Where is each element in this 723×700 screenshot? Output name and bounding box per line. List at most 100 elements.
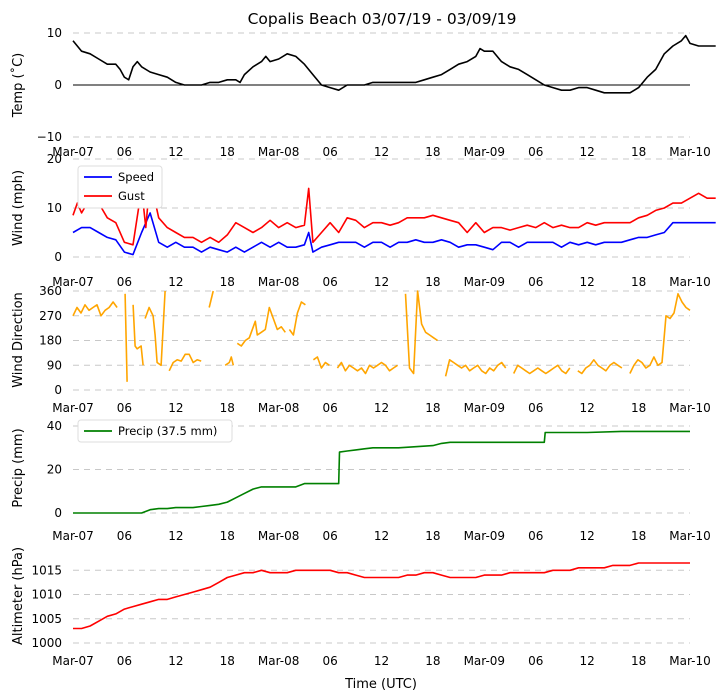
x-tick-label: Mar-09 <box>464 145 505 159</box>
series-direction-line <box>124 293 128 382</box>
x-tick-label: Mar-07 <box>52 654 93 668</box>
x-tick-label: 06 <box>528 145 543 159</box>
x-tick-label: Mar-08 <box>258 654 299 668</box>
x-tick-label: 18 <box>425 145 440 159</box>
x-tick-label: 18 <box>425 275 440 289</box>
x-tick-label: 18 <box>425 401 440 415</box>
y-tick-label: 20 <box>47 152 62 166</box>
x-tick-label: 06 <box>117 654 132 668</box>
x-tick-label: 06 <box>117 529 132 543</box>
x-tick-label: 18 <box>631 275 646 289</box>
x-tick-label: 18 <box>425 654 440 668</box>
series-speed-line <box>72 212 716 256</box>
x-tick-label: Mar-10 <box>669 654 710 668</box>
x-tick-label: Mar-09 <box>464 275 505 289</box>
x-tick-label: 12 <box>374 529 389 543</box>
series-direction-line <box>236 306 286 347</box>
x-tick-label: 06 <box>322 529 337 543</box>
y-tick-label: −10 <box>37 130 62 144</box>
x-tick-label: Mar-10 <box>669 145 710 159</box>
series-precip-line <box>73 430 690 514</box>
x-tick-label: 06 <box>322 401 337 415</box>
x-tick-label: 12 <box>580 275 595 289</box>
series-direction-line <box>577 359 623 375</box>
x-tick-label: 18 <box>220 275 235 289</box>
x-tick-label: 12 <box>374 275 389 289</box>
x-tick-label: 18 <box>220 654 235 668</box>
x-tick-label: 06 <box>117 275 132 289</box>
x-tick-label: 06 <box>117 145 132 159</box>
x-tick-label: Mar-09 <box>464 401 505 415</box>
y-tick-label: 1000 <box>31 636 62 650</box>
precip-legend: Precip (37.5 mm) <box>77 419 233 443</box>
panel-direction: 360 270 180 90 0 Wind Direction Mar-07 06 12 18 Ma… <box>11 284 711 415</box>
x-tick-label: Mar-10 <box>669 529 710 543</box>
legend-speed-label: Speed <box>118 170 154 184</box>
x-tick-label: 18 <box>220 145 235 159</box>
x-tick-label: 12 <box>374 401 389 415</box>
x-tick-label: Mar-08 <box>258 275 299 289</box>
series-direction-line <box>336 361 398 375</box>
x-tick-label: 12 <box>580 529 595 543</box>
panel-wind: 20 10 0 Wind (mph) Mar-07 06 12 18 Mar-08 06 12 18 M… <box>11 152 716 289</box>
x-tick-label: 12 <box>168 529 183 543</box>
y-tick-label: 40 <box>47 419 62 433</box>
series-direction-line <box>132 304 144 366</box>
y-axis-label: Altimeter (hPa) <box>11 547 26 645</box>
series-direction-line <box>629 293 691 374</box>
x-tick-label: Mar-08 <box>258 529 299 543</box>
x-tick-label: 06 <box>322 654 337 668</box>
series-direction-line <box>208 290 214 308</box>
panel-temp: 10 0 −10 Temp (˚C) Mar-07 06 12 18 Mar-08 06 12 18 M… <box>10 26 716 159</box>
series-direction-line <box>312 356 330 369</box>
panel-precip: 40 20 0 Precip (mm) Mar-07 06 12 18 Mar-08 06 12 18… <box>11 419 711 543</box>
x-tick-label: 18 <box>631 145 646 159</box>
chart-title: Copalis Beach 03/07/19 - 03/09/19 <box>248 10 517 28</box>
y-tick-label: 1015 <box>31 563 62 577</box>
y-tick-label: 10 <box>47 201 62 215</box>
x-tick-label: 12 <box>374 145 389 159</box>
x-tick-label: Mar-08 <box>258 145 299 159</box>
x-tick-label: 12 <box>168 401 183 415</box>
series-altimeter-line <box>73 562 690 630</box>
y-tick-label: 0 <box>54 250 62 264</box>
x-tick-label: Mar-08 <box>258 401 299 415</box>
y-axis-label: Wind (mph) <box>11 170 26 246</box>
series-temp-line <box>72 34 716 94</box>
x-axis-label: Time (UTC) <box>344 677 417 692</box>
series-direction-line <box>144 290 166 367</box>
y-tick-label: 360 <box>39 284 62 298</box>
y-tick-label: 10 <box>47 26 62 40</box>
x-tick-label: 18 <box>220 529 235 543</box>
y-tick-label: 1005 <box>31 612 62 626</box>
y-tick-label: 20 <box>47 463 62 477</box>
series-direction-line <box>444 359 507 377</box>
x-tick-label: 06 <box>322 145 337 159</box>
legend-gust-label: Gust <box>118 189 145 203</box>
y-tick-label: 90 <box>47 358 62 372</box>
series-direction-line <box>404 290 439 375</box>
x-tick-label: Mar-10 <box>669 275 710 289</box>
x-tick-label: 18 <box>631 529 646 543</box>
x-tick-label: 12 <box>168 275 183 289</box>
x-tick-label: Mar-07 <box>52 275 93 289</box>
series-direction-line <box>512 364 571 375</box>
x-tick-label: 18 <box>220 401 235 415</box>
x-tick-label: 12 <box>580 145 595 159</box>
series-gust-line <box>72 177 716 246</box>
y-tick-label: 0 <box>54 383 62 397</box>
y-tick-label: 0 <box>54 506 62 520</box>
x-tick-label: Mar-07 <box>52 145 93 159</box>
series-direction-line <box>168 353 202 372</box>
series-direction-line <box>288 301 306 336</box>
x-tick-label: 18 <box>425 529 440 543</box>
y-tick-label: 270 <box>39 309 62 323</box>
x-tick-label: 12 <box>168 654 183 668</box>
series-direction-line <box>72 301 118 317</box>
y-tick-label: 0 <box>54 78 62 92</box>
y-axis-label: Wind Direction <box>11 292 26 388</box>
wind-legend: Speed Gust <box>77 165 163 209</box>
legend-box <box>77 419 233 443</box>
x-tick-label: 18 <box>631 401 646 415</box>
x-tick-label: 12 <box>374 654 389 668</box>
